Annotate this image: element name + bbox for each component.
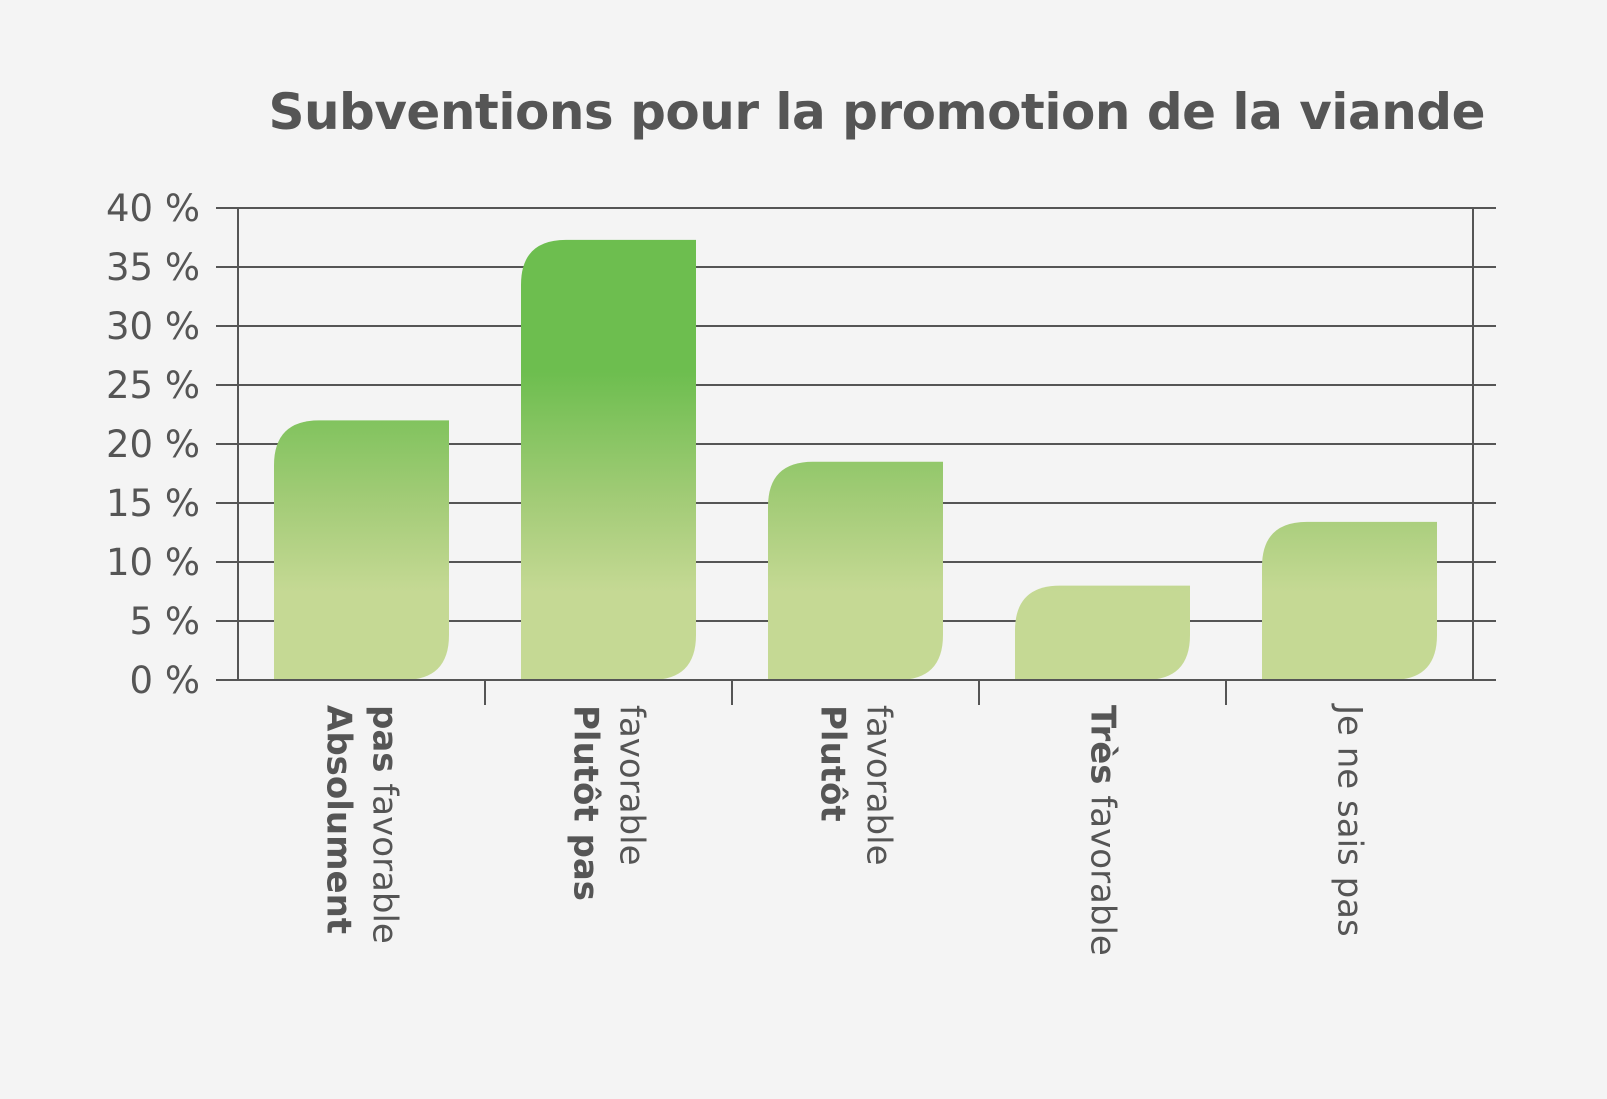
y-tick-label: 20 %	[106, 423, 200, 466]
x-category-label: Je ne sais pas	[1330, 703, 1370, 937]
x-category-label-line: Je ne sais pas	[1330, 703, 1370, 937]
x-category-label-line: Très favorable	[1083, 705, 1123, 956]
y-axis-ticks: 0 % 5 % 10 % 15 % 20 % 25 % 30 % 35 % 40 %	[106, 187, 200, 702]
y-tick-label: 40 %	[106, 187, 200, 230]
x-category-label-line: Plutôt	[813, 705, 853, 822]
x-category-label-line: Absolument	[319, 705, 359, 934]
y-tick-label: 5 %	[130, 600, 200, 643]
chart-title: Subventions pour la promotion de la vian…	[268, 83, 1485, 141]
x-category-label: Très favorable	[1083, 705, 1123, 956]
x-category-label-line: favorable	[859, 705, 899, 866]
x-category-label-line: Plutôt pas	[566, 705, 606, 901]
y-tick-label: 35 %	[106, 246, 200, 289]
bar	[1015, 585, 1190, 680]
y-tick-label: 0 %	[130, 659, 200, 702]
bar	[274, 420, 449, 680]
bars	[274, 239, 1437, 681]
x-category-label-line: pas favorable	[365, 705, 405, 944]
y-tick-label: 15 %	[106, 482, 200, 525]
bar	[1262, 521, 1437, 680]
y-tick-label: 10 %	[106, 541, 200, 584]
x-category-label: Plutôt pas favorable	[566, 705, 652, 901]
x-category-label: Absolument pas favorable	[319, 705, 405, 944]
y-tick-label: 25 %	[106, 364, 200, 407]
bar	[521, 239, 696, 681]
y-tick-label: 30 %	[106, 305, 200, 348]
x-category-label-line: favorable	[612, 705, 652, 866]
axes	[216, 208, 1496, 705]
bar	[768, 461, 943, 680]
x-category-label: Plutôt favorable	[813, 705, 899, 866]
